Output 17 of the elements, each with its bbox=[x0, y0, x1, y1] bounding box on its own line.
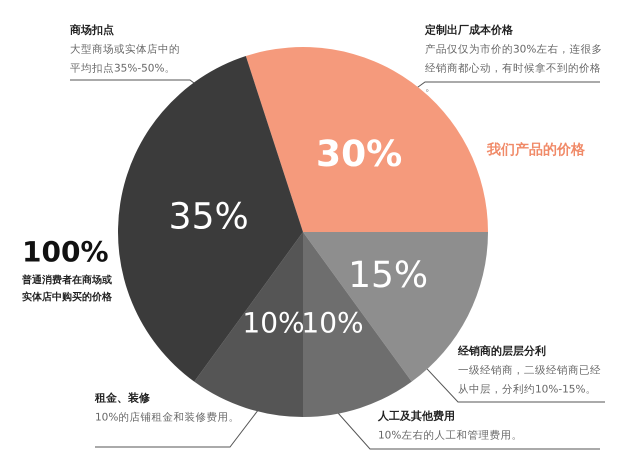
data-label: 15% bbox=[348, 254, 428, 296]
text: 人工及其他费用 bbox=[377, 410, 455, 422]
text: 产品仅仅为市价的30%左右，连很多经销商都心动，有时候拿不到的价格。 bbox=[425, 42, 602, 94]
data-label: 10% bbox=[242, 306, 305, 340]
text: 商场扣点 bbox=[69, 24, 114, 36]
data-label: 30% bbox=[316, 134, 402, 176]
text: 100% bbox=[22, 236, 109, 268]
text: 普通消费者在商场或实体店中购买的价格 bbox=[21, 274, 113, 303]
text: 一级经销商，二级经销商已经从中层，分利约10%-15%。 bbox=[458, 364, 601, 396]
text: 定制出厂成本价格 bbox=[424, 24, 514, 36]
text: 10%左右的人工和管理费用。 bbox=[378, 428, 522, 442]
text: 我们产品的价格 bbox=[486, 141, 586, 158]
text: 大型商场或实体店中的平均扣点35%-50%。 bbox=[70, 42, 180, 74]
data-label: 35% bbox=[168, 196, 249, 238]
text: 经销商的层层分利 bbox=[457, 344, 546, 358]
text: 租金、装修 bbox=[94, 392, 151, 404]
text: 10%的店铺租金和装修费用。 bbox=[95, 410, 240, 424]
